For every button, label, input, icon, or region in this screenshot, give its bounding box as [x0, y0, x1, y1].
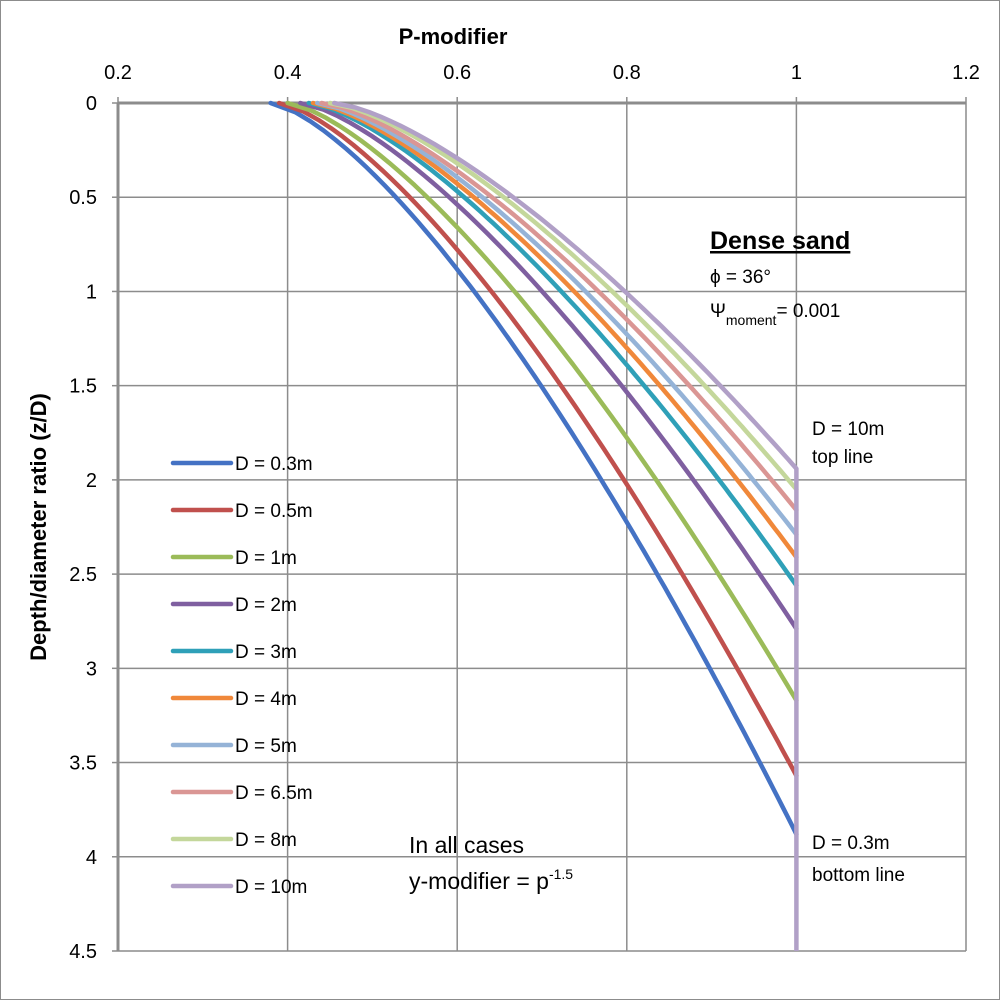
y-tick-label: 1.5 — [69, 376, 97, 398]
series-line-5 — [306, 100, 799, 588]
series-line-9 — [327, 100, 799, 492]
y-axis-title: Depth/diameter ratio (z/D) — [26, 393, 51, 661]
axes: 0.2 0.4 0.6 0.8 1 1.2 0 0.5 1 1.5 2 2.5 3 3.5 4 4.5 — [69, 62, 980, 963]
legend-label: D = 6.5m — [235, 783, 313, 804]
psi-annotation: Ψmoment= 0.001 — [710, 301, 840, 328]
bottom-line-label-1: D = 0.3m — [812, 833, 890, 854]
gridlines — [118, 103, 967, 952]
legend-label: D = 10m — [235, 877, 307, 898]
y-tick-label: 0 — [86, 93, 97, 115]
y-modifier-formula: y-modifier = p-1.5 — [409, 866, 573, 894]
x-tick-label: 0.4 — [274, 62, 302, 84]
series-lines — [268, 100, 799, 951]
series-line-7 — [315, 100, 799, 537]
series-line-6 — [310, 100, 799, 560]
x-tick-label: 0.6 — [443, 62, 471, 84]
all-cases-label: In all cases — [409, 832, 524, 858]
y-tick-label: 1 — [86, 281, 97, 303]
x-tick-label: 0.8 — [613, 62, 641, 84]
y-tick-label: 4 — [86, 847, 97, 869]
y-tick-label: 2.5 — [69, 564, 97, 586]
series-line-2 — [276, 100, 799, 778]
x-axis-title: P-modifier — [399, 24, 508, 49]
x-tick-label: 0.2 — [104, 62, 132, 84]
legend-label: D = 2m — [235, 595, 297, 616]
legend-label: D = 0.3m — [235, 454, 313, 475]
y-tick-label: 3 — [86, 658, 97, 680]
y-tick-label: 4.5 — [69, 941, 97, 963]
legend: D = 0.3m D = 0.5m D = 1m D = 2m D = 3m D = 4m… — [170, 454, 313, 898]
legend-label: D = 1m — [235, 548, 297, 569]
series-line-10 — [331, 100, 799, 471]
series-line-3 — [285, 100, 799, 703]
series-line-8 — [319, 100, 799, 513]
y-tick-label: 2 — [86, 470, 97, 492]
bottom-line-label-2: bottom line — [812, 865, 905, 886]
top-line-label-1: D = 10m — [812, 419, 884, 440]
x-tick-label: 1.2 — [952, 62, 980, 84]
series-line-4 — [298, 100, 799, 632]
legend-label: D = 8m — [235, 830, 297, 851]
x-tick-label: 1 — [791, 62, 802, 84]
legend-label: D = 4m — [235, 689, 297, 710]
y-tick-label: 3.5 — [69, 753, 97, 775]
y-tick-label: 0.5 — [69, 187, 97, 209]
phi-annotation: ϕ = 36° — [710, 267, 771, 288]
legend-label: D = 3m — [235, 642, 297, 663]
dense-sand-title: Dense sand — [710, 227, 850, 255]
legend-label: D = 5m — [235, 736, 297, 757]
legend-label: D = 0.5m — [235, 501, 313, 522]
top-line-label-2: top line — [812, 447, 873, 468]
series-line-1 — [268, 100, 799, 837]
